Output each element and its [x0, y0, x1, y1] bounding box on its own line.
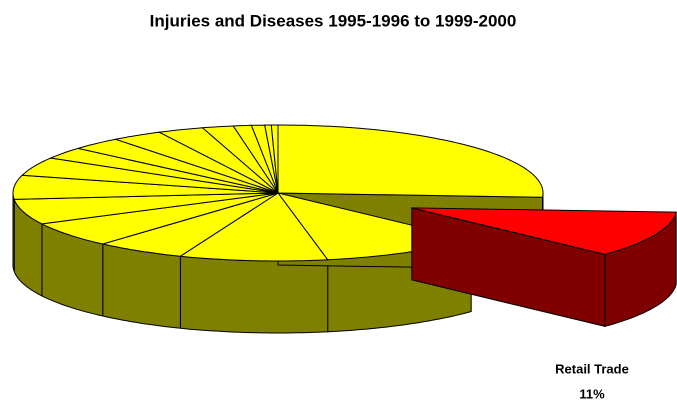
- slice: [40, 192, 279, 245]
- slice: [201, 125, 279, 194]
- slice: [100, 192, 279, 257]
- slice-side: [12, 193, 15, 272]
- slice: [157, 127, 279, 194]
- slice-side: [179, 255, 329, 334]
- slice: [178, 192, 329, 262]
- slice: [48, 147, 279, 194]
- pie: [12, 124, 677, 334]
- slice: [270, 124, 279, 194]
- slice-label: Retail Trade: [555, 361, 629, 376]
- labels: Retail Trade 11%: [555, 361, 629, 401]
- chart-title: Injuries and Diseases 1995-1996 to 1999-…: [150, 11, 517, 30]
- slice: [13, 192, 279, 225]
- slice: [12, 174, 279, 200]
- slice-value-label: 11%: [579, 386, 605, 401]
- slice: [277, 124, 544, 198]
- slice: [113, 131, 279, 194]
- slice: [21, 157, 279, 194]
- slice-side: [102, 243, 181, 329]
- slice: [77, 138, 279, 194]
- slice: [411, 207, 677, 255]
